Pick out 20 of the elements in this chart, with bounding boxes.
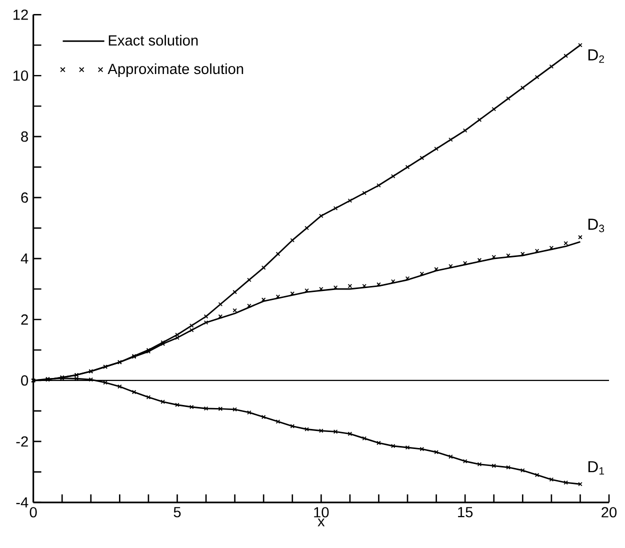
x-axis-title: x (318, 518, 325, 526)
y-tick-label: -4 (16, 498, 28, 508)
y-tick-label: -2 (16, 436, 28, 447)
legend-label: Approximate solution (108, 64, 244, 78)
legend-label: Exact solution (108, 35, 198, 46)
x-tick-label: 20 (602, 507, 617, 518)
annotation: D$_{1}$ (588, 461, 604, 475)
x-tick-label: 0 (30, 507, 37, 518)
x-tick-label: 10 (314, 507, 329, 518)
y-tick-label: 0 (21, 375, 28, 386)
y-tick-label: 8 (21, 132, 28, 142)
x-tick-label: 5 (174, 507, 181, 518)
y-tick-label: 6 (21, 192, 28, 203)
y-tick-label: 12 (13, 10, 28, 20)
annotation: D$_{3}$ (588, 218, 604, 232)
x-tick-label: 15 (458, 507, 473, 518)
y-tick-label: 2 (21, 314, 28, 325)
y-tick-label: 4 (20, 254, 28, 264)
annotation: D$_{2}$ (588, 50, 604, 63)
y-tick-label: 10 (13, 70, 28, 81)
